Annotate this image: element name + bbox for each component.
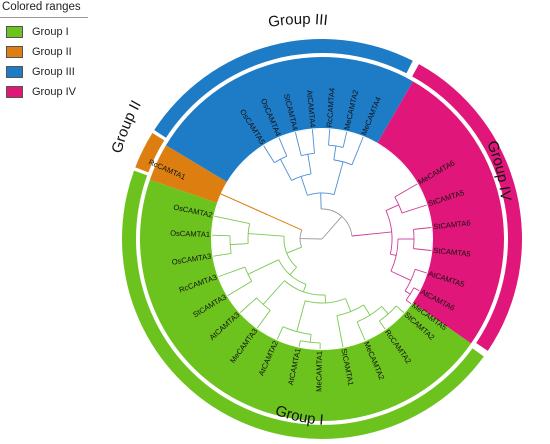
tree-branch	[300, 176, 308, 196]
tree-branch	[378, 320, 386, 330]
tree-branch	[309, 334, 312, 343]
group-band	[412, 64, 522, 351]
tree-branch	[385, 204, 399, 211]
tree-branch	[267, 214, 303, 231]
tree-branch	[405, 299, 412, 305]
tree-arc	[299, 229, 303, 248]
tree-branch	[278, 137, 288, 157]
tree-branch	[214, 215, 250, 225]
tree-branch	[286, 246, 302, 254]
tree-branch	[262, 280, 285, 305]
tree-branch	[230, 243, 249, 246]
tree-branch	[256, 309, 271, 329]
leaf-label: StCAMTA5	[433, 246, 471, 259]
tree-branch	[213, 252, 232, 257]
leaf-label: RcCAMTA4	[325, 87, 337, 127]
legend-swatch	[6, 46, 23, 58]
tree-branch	[356, 321, 366, 341]
tree-branch	[298, 340, 301, 347]
tree-branch-long	[181, 175, 268, 216]
tree-branch	[247, 259, 279, 275]
tree-branch	[342, 131, 348, 148]
tree-branch	[218, 266, 246, 278]
tree-branches	[181, 129, 432, 349]
leaf-label: MeCAMTA1	[314, 351, 324, 392]
tree-arc	[283, 236, 297, 268]
tree-branch	[311, 129, 315, 154]
tree-arc	[413, 229, 415, 249]
legend-item-group-1: Group I	[6, 25, 69, 39]
legend-swatch	[6, 66, 23, 78]
tree-branch	[321, 216, 343, 240]
tree-branch	[289, 266, 297, 275]
tree-branch	[280, 158, 292, 181]
legend-title: Colored ranges	[2, 1, 81, 13]
tree-branch	[404, 290, 411, 295]
clade-sector	[377, 81, 504, 344]
tree-arc	[278, 259, 307, 285]
tree-branch	[212, 234, 231, 237]
clade-sector	[165, 57, 413, 183]
legend-label: Group IV	[32, 86, 77, 98]
tree-arc	[284, 280, 326, 296]
legend-label: Group III	[32, 66, 75, 78]
tree-arc	[300, 340, 321, 344]
tree-branch	[413, 227, 432, 230]
tree-arc	[307, 192, 335, 196]
tree-branch	[390, 253, 397, 256]
tree-arc	[305, 298, 346, 304]
tree-branch	[401, 204, 427, 214]
legend-divider	[0, 17, 88, 18]
tree-branch	[336, 315, 344, 348]
tree-branch	[263, 145, 275, 163]
legend-item-group-4: Group IV	[6, 85, 76, 99]
tree-branch	[333, 145, 337, 160]
tree-branch	[302, 284, 307, 292]
tree-branch	[328, 129, 331, 146]
tree-branch	[276, 326, 284, 340]
tree-arc	[321, 208, 353, 237]
group-label-2: Group II	[109, 98, 145, 156]
group-band	[135, 133, 165, 173]
clade-sector	[140, 179, 472, 421]
legend-label: Group I	[32, 26, 69, 38]
tree-branch	[345, 298, 352, 312]
tree-branch	[227, 280, 252, 297]
legend-swatch	[6, 86, 23, 98]
group-band	[154, 39, 413, 138]
tree-branch	[351, 231, 392, 237]
tree-branch	[396, 305, 405, 313]
tree-branch	[390, 270, 412, 281]
legend-label: Group II	[32, 46, 72, 58]
legend: Colored ranges Group I Group II Group II…	[0, 0, 96, 104]
tree-branch	[351, 136, 364, 165]
tree-branch	[413, 287, 420, 292]
tree-branch	[363, 304, 371, 316]
tree-arc	[385, 210, 393, 255]
tree-branch	[294, 132, 302, 156]
legend-swatch	[6, 26, 23, 38]
leaf-label: AtCAMTA4	[305, 90, 317, 128]
group-label-3: Group III	[267, 11, 328, 31]
tree-branch	[296, 300, 306, 332]
tree-branch	[248, 233, 285, 237]
tree-arc	[256, 297, 271, 311]
legend-item-group-2: Group II	[6, 45, 72, 59]
tree-branch	[381, 306, 389, 315]
tree-branch	[239, 297, 257, 313]
tree-arc	[274, 155, 288, 164]
legend-item-group-3: Group III	[6, 65, 75, 79]
leaf-label: OsCAMTA1	[170, 229, 210, 239]
inner-edge	[211, 128, 433, 350]
tree-branch	[307, 154, 312, 174]
tree-arc	[390, 238, 399, 272]
tree-branch	[413, 248, 432, 251]
tree-branch	[333, 161, 344, 195]
leaf-label: StCAMTA6	[433, 218, 471, 231]
tree-branch	[394, 183, 418, 198]
tree-branch	[415, 268, 427, 274]
